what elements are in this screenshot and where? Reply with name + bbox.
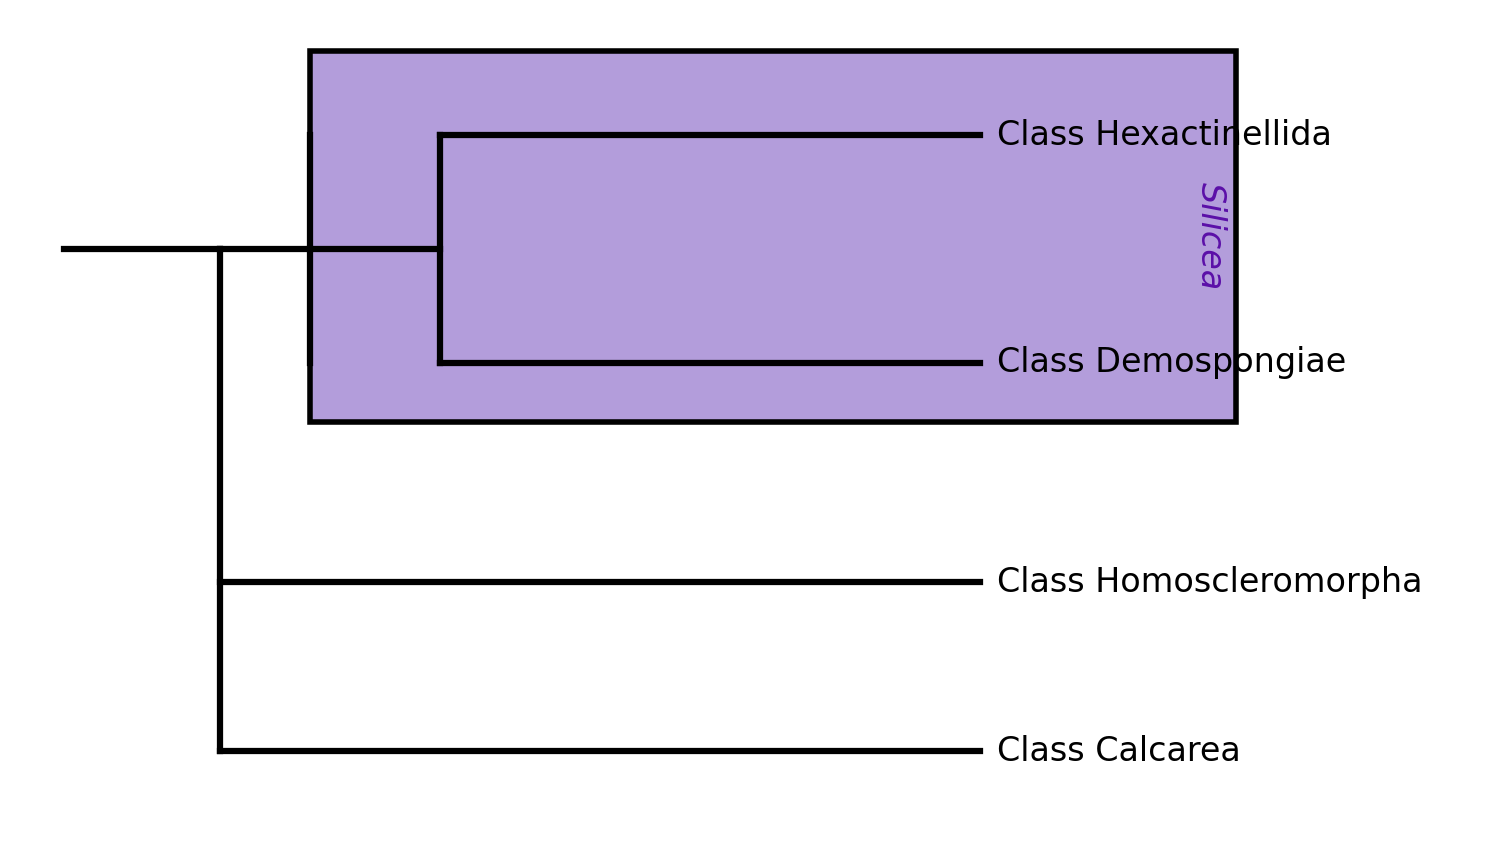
Text: Class Hexactinellida: Class Hexactinellida xyxy=(998,118,1332,152)
Text: Silicea: Silicea xyxy=(1194,182,1227,290)
Text: Class Calcarea: Class Calcarea xyxy=(998,734,1240,768)
Text: Class Homoscleromorpha: Class Homoscleromorpha xyxy=(998,565,1424,599)
Bar xyxy=(310,51,1236,422)
Text: Class Demospongiae: Class Demospongiae xyxy=(998,346,1347,380)
